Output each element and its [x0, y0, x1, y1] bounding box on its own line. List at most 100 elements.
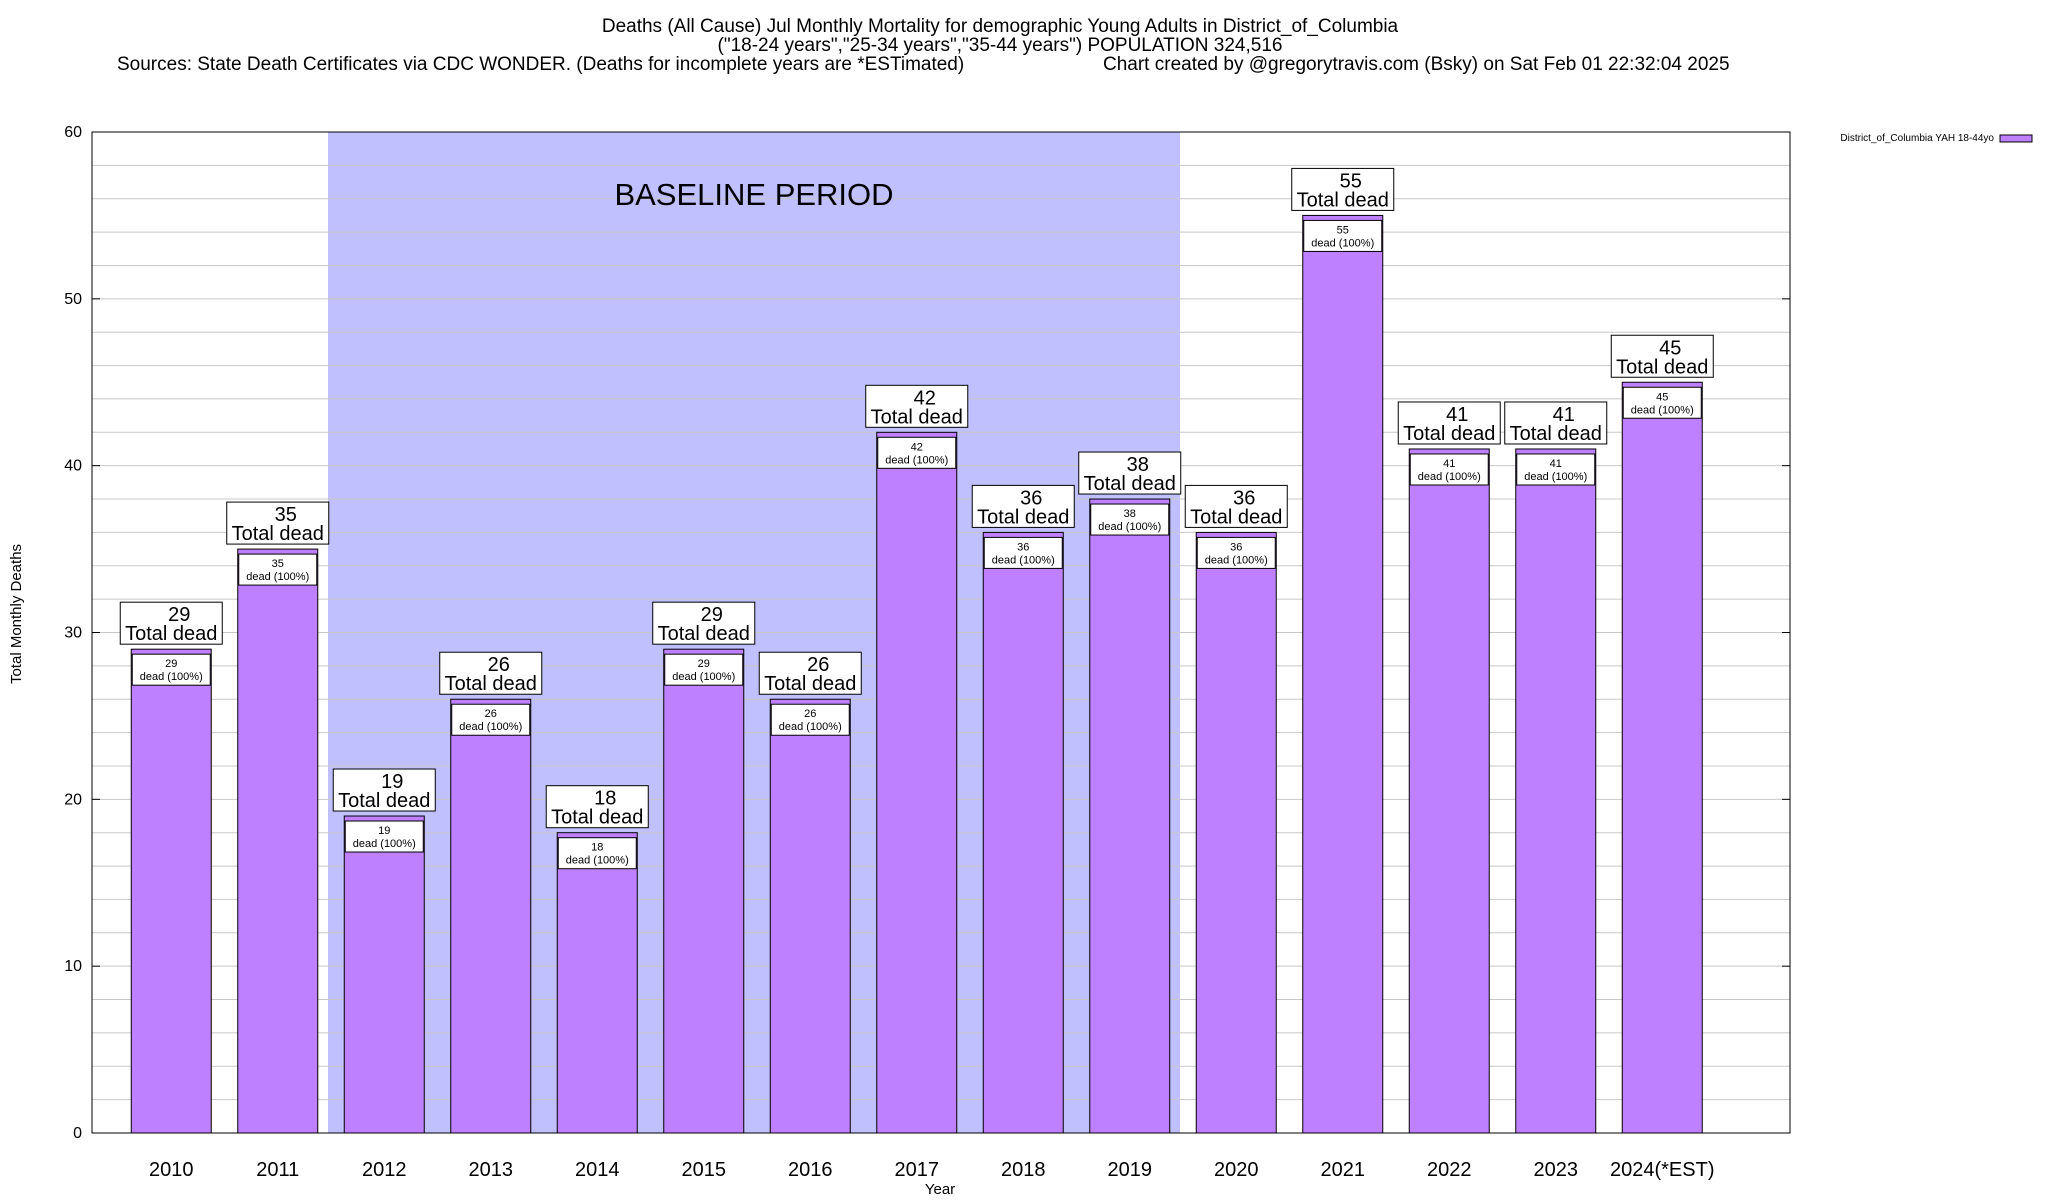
legend: District_of_Columbia YAH 18-44yo — [1840, 133, 2033, 144]
inner-label-box — [1516, 453, 1596, 486]
total-label-text: Total dead — [445, 673, 537, 695]
x-tick-label: 2023 — [1534, 1159, 1579, 1181]
inner-label-box — [344, 820, 424, 853]
inner-label-value: 26 — [804, 708, 816, 720]
total-label-box — [1291, 167, 1395, 211]
bar — [876, 431, 958, 1134]
total-label-value: 18 — [594, 788, 616, 810]
total-label-box — [332, 768, 436, 812]
total-label-text: Total dead — [1403, 423, 1495, 445]
total-label-box — [1397, 401, 1501, 445]
x-tick-label: 2024(*EST) — [1610, 1159, 1715, 1181]
total-label-box — [1078, 451, 1182, 495]
inner-label-text: dead (100%) — [1311, 237, 1374, 249]
bar — [1089, 498, 1171, 1134]
x-tick-label: 2015 — [682, 1159, 727, 1181]
bar — [1195, 531, 1277, 1134]
chart-credit: Chart created by @gregorytravis.com (Bsk… — [1103, 54, 1730, 75]
x-tick-label: 2022 — [1427, 1159, 1472, 1181]
inner-label-value: 45 — [1656, 391, 1668, 403]
inner-label-box — [1409, 453, 1489, 486]
total-label-text: Total dead — [125, 623, 217, 645]
bar — [1515, 448, 1597, 1134]
inner-label-box — [557, 837, 637, 870]
total-label-value: 35 — [275, 504, 297, 526]
inner-label-box — [1196, 536, 1276, 569]
total-label-text: Total dead — [764, 673, 856, 695]
bar — [1621, 381, 1703, 1134]
bar — [237, 548, 319, 1134]
inner-label-text: dead (100%) — [1524, 471, 1587, 483]
total-label-value: 55 — [1340, 170, 1362, 192]
inner-label-box — [664, 653, 744, 686]
inner-label-box — [1303, 219, 1383, 252]
total-label-value: 42 — [914, 387, 936, 409]
y-tick-label: 30 — [64, 625, 82, 642]
bar — [450, 698, 532, 1134]
x-tick-label: 2011 — [256, 1159, 299, 1181]
x-tick-label: 2018 — [1001, 1159, 1046, 1181]
total-label-box — [439, 651, 543, 695]
inner-label-text: dead (100%) — [1631, 404, 1694, 416]
total-label-text: Total dead — [871, 406, 963, 428]
bar — [982, 531, 1064, 1134]
bar — [1302, 214, 1384, 1134]
y-axis-label: Total Monthly Deaths — [8, 544, 25, 684]
total-label-box — [758, 651, 862, 695]
inner-label-text: dead (100%) — [672, 671, 735, 683]
total-label-text: Total dead — [1616, 356, 1708, 378]
inner-label-box — [983, 536, 1063, 569]
inner-label-value: 18 — [591, 842, 603, 854]
x-axis-label: Year — [925, 1181, 955, 1198]
inner-label-value: 19 — [378, 825, 390, 837]
total-label-box — [1610, 334, 1714, 378]
bar — [1408, 448, 1490, 1134]
x-tick-label: 2013 — [469, 1159, 514, 1181]
inner-label-text: dead (100%) — [353, 838, 416, 850]
inner-label-box — [770, 703, 850, 736]
total-label-box — [226, 501, 330, 545]
total-label-value: 29 — [168, 604, 190, 626]
total-label-value: 38 — [1127, 454, 1149, 476]
inner-label-text: dead (100%) — [566, 855, 629, 867]
total-label-text: Total dead — [551, 807, 643, 829]
bar — [663, 648, 745, 1134]
legend-swatch — [1999, 134, 2033, 143]
x-tick-label: 2020 — [1214, 1159, 1259, 1181]
total-label-text: Total dead — [1190, 506, 1282, 528]
inner-label-text: dead (100%) — [885, 454, 948, 466]
inner-label-value: 38 — [1124, 508, 1136, 520]
total-label-text: Total dead — [1510, 423, 1602, 445]
inner-label-value: 26 — [485, 708, 497, 720]
inner-label-box — [877, 436, 957, 469]
y-tick-label: 40 — [64, 458, 82, 475]
y-tick-label: 50 — [64, 291, 82, 308]
legend-label: District_of_Columbia YAH 18-44yo — [1840, 133, 1994, 144]
chart-title-line-2: ("18-24 years","25-34 years","35-44 year… — [718, 35, 1283, 56]
inner-label-box — [451, 703, 531, 736]
total-label-value: 26 — [488, 654, 510, 676]
inner-label-value: 29 — [698, 658, 710, 670]
inner-label-text: dead (100%) — [992, 554, 1055, 566]
chart-sources: Sources: State Death Certificates via CD… — [117, 54, 964, 75]
inner-label-value: 36 — [1017, 541, 1029, 553]
inner-label-value: 55 — [1337, 224, 1349, 236]
inner-label-text: dead (100%) — [1205, 554, 1268, 566]
inner-label-text: dead (100%) — [140, 671, 203, 683]
total-label-value: 29 — [701, 604, 723, 626]
total-label-box — [971, 484, 1075, 528]
x-tick-label: 2010 — [149, 1159, 194, 1181]
x-tick-label: 2012 — [362, 1159, 407, 1181]
inner-label-value: 41 — [1443, 458, 1455, 470]
inner-label-text: dead (100%) — [459, 721, 522, 733]
inner-label-value: 29 — [165, 658, 177, 670]
total-label-box — [865, 384, 969, 428]
total-label-text: Total dead — [1297, 189, 1389, 211]
x-tick-label: 2021 — [1321, 1159, 1366, 1181]
inner-label-box — [238, 553, 318, 586]
total-label-value: 36 — [1020, 487, 1042, 509]
inner-label-value: 42 — [911, 441, 923, 453]
bar — [343, 815, 425, 1134]
